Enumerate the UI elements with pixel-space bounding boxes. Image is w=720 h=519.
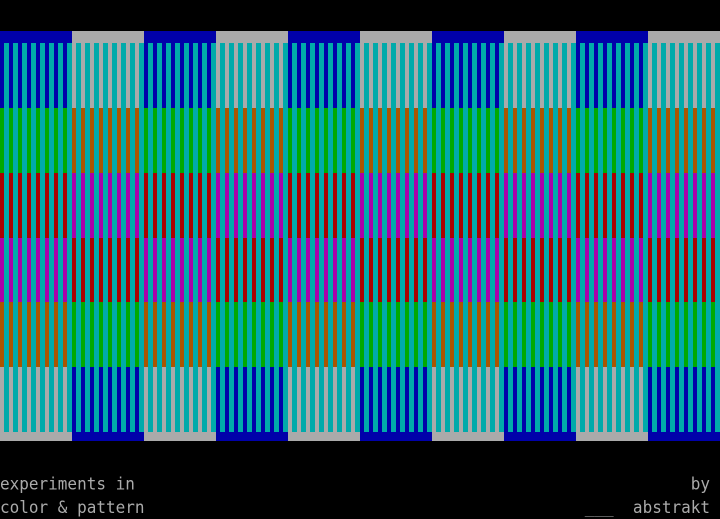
pattern-block-gray xyxy=(72,31,144,43)
caption-line: ___ abstrakt xyxy=(584,497,710,517)
caption-line: experiments in xyxy=(0,473,135,494)
pattern-block-blue xyxy=(360,432,432,441)
caption-line: by xyxy=(690,473,710,494)
pattern-block-blue xyxy=(72,432,144,441)
cyan-stripe-overlay xyxy=(0,43,720,432)
caption-right: by ___ abstrakt xyxy=(585,473,710,519)
pattern-block-gray xyxy=(504,31,576,43)
pattern-block-blue xyxy=(576,31,648,43)
pattern-block-blue xyxy=(648,432,720,441)
pattern-block-gray xyxy=(216,31,288,43)
pattern-block-blue xyxy=(216,432,288,441)
pattern-block-gray xyxy=(288,432,360,441)
pattern-block-gray xyxy=(0,432,72,441)
pattern-block-gray xyxy=(648,31,720,43)
pattern-block-blue xyxy=(432,31,504,43)
pattern-block-gray xyxy=(144,432,216,441)
pattern-block-blue xyxy=(288,31,360,43)
pattern-block-blue xyxy=(504,432,576,441)
pattern-block-blue xyxy=(0,31,72,43)
pattern-block-gray xyxy=(360,31,432,43)
pattern-block-gray xyxy=(432,432,504,441)
caption-left: experiments in color & pattern xyxy=(0,473,145,519)
pattern-block-blue xyxy=(144,31,216,43)
pattern-block-gray xyxy=(576,432,648,441)
caption-line: color & pattern xyxy=(0,497,145,517)
